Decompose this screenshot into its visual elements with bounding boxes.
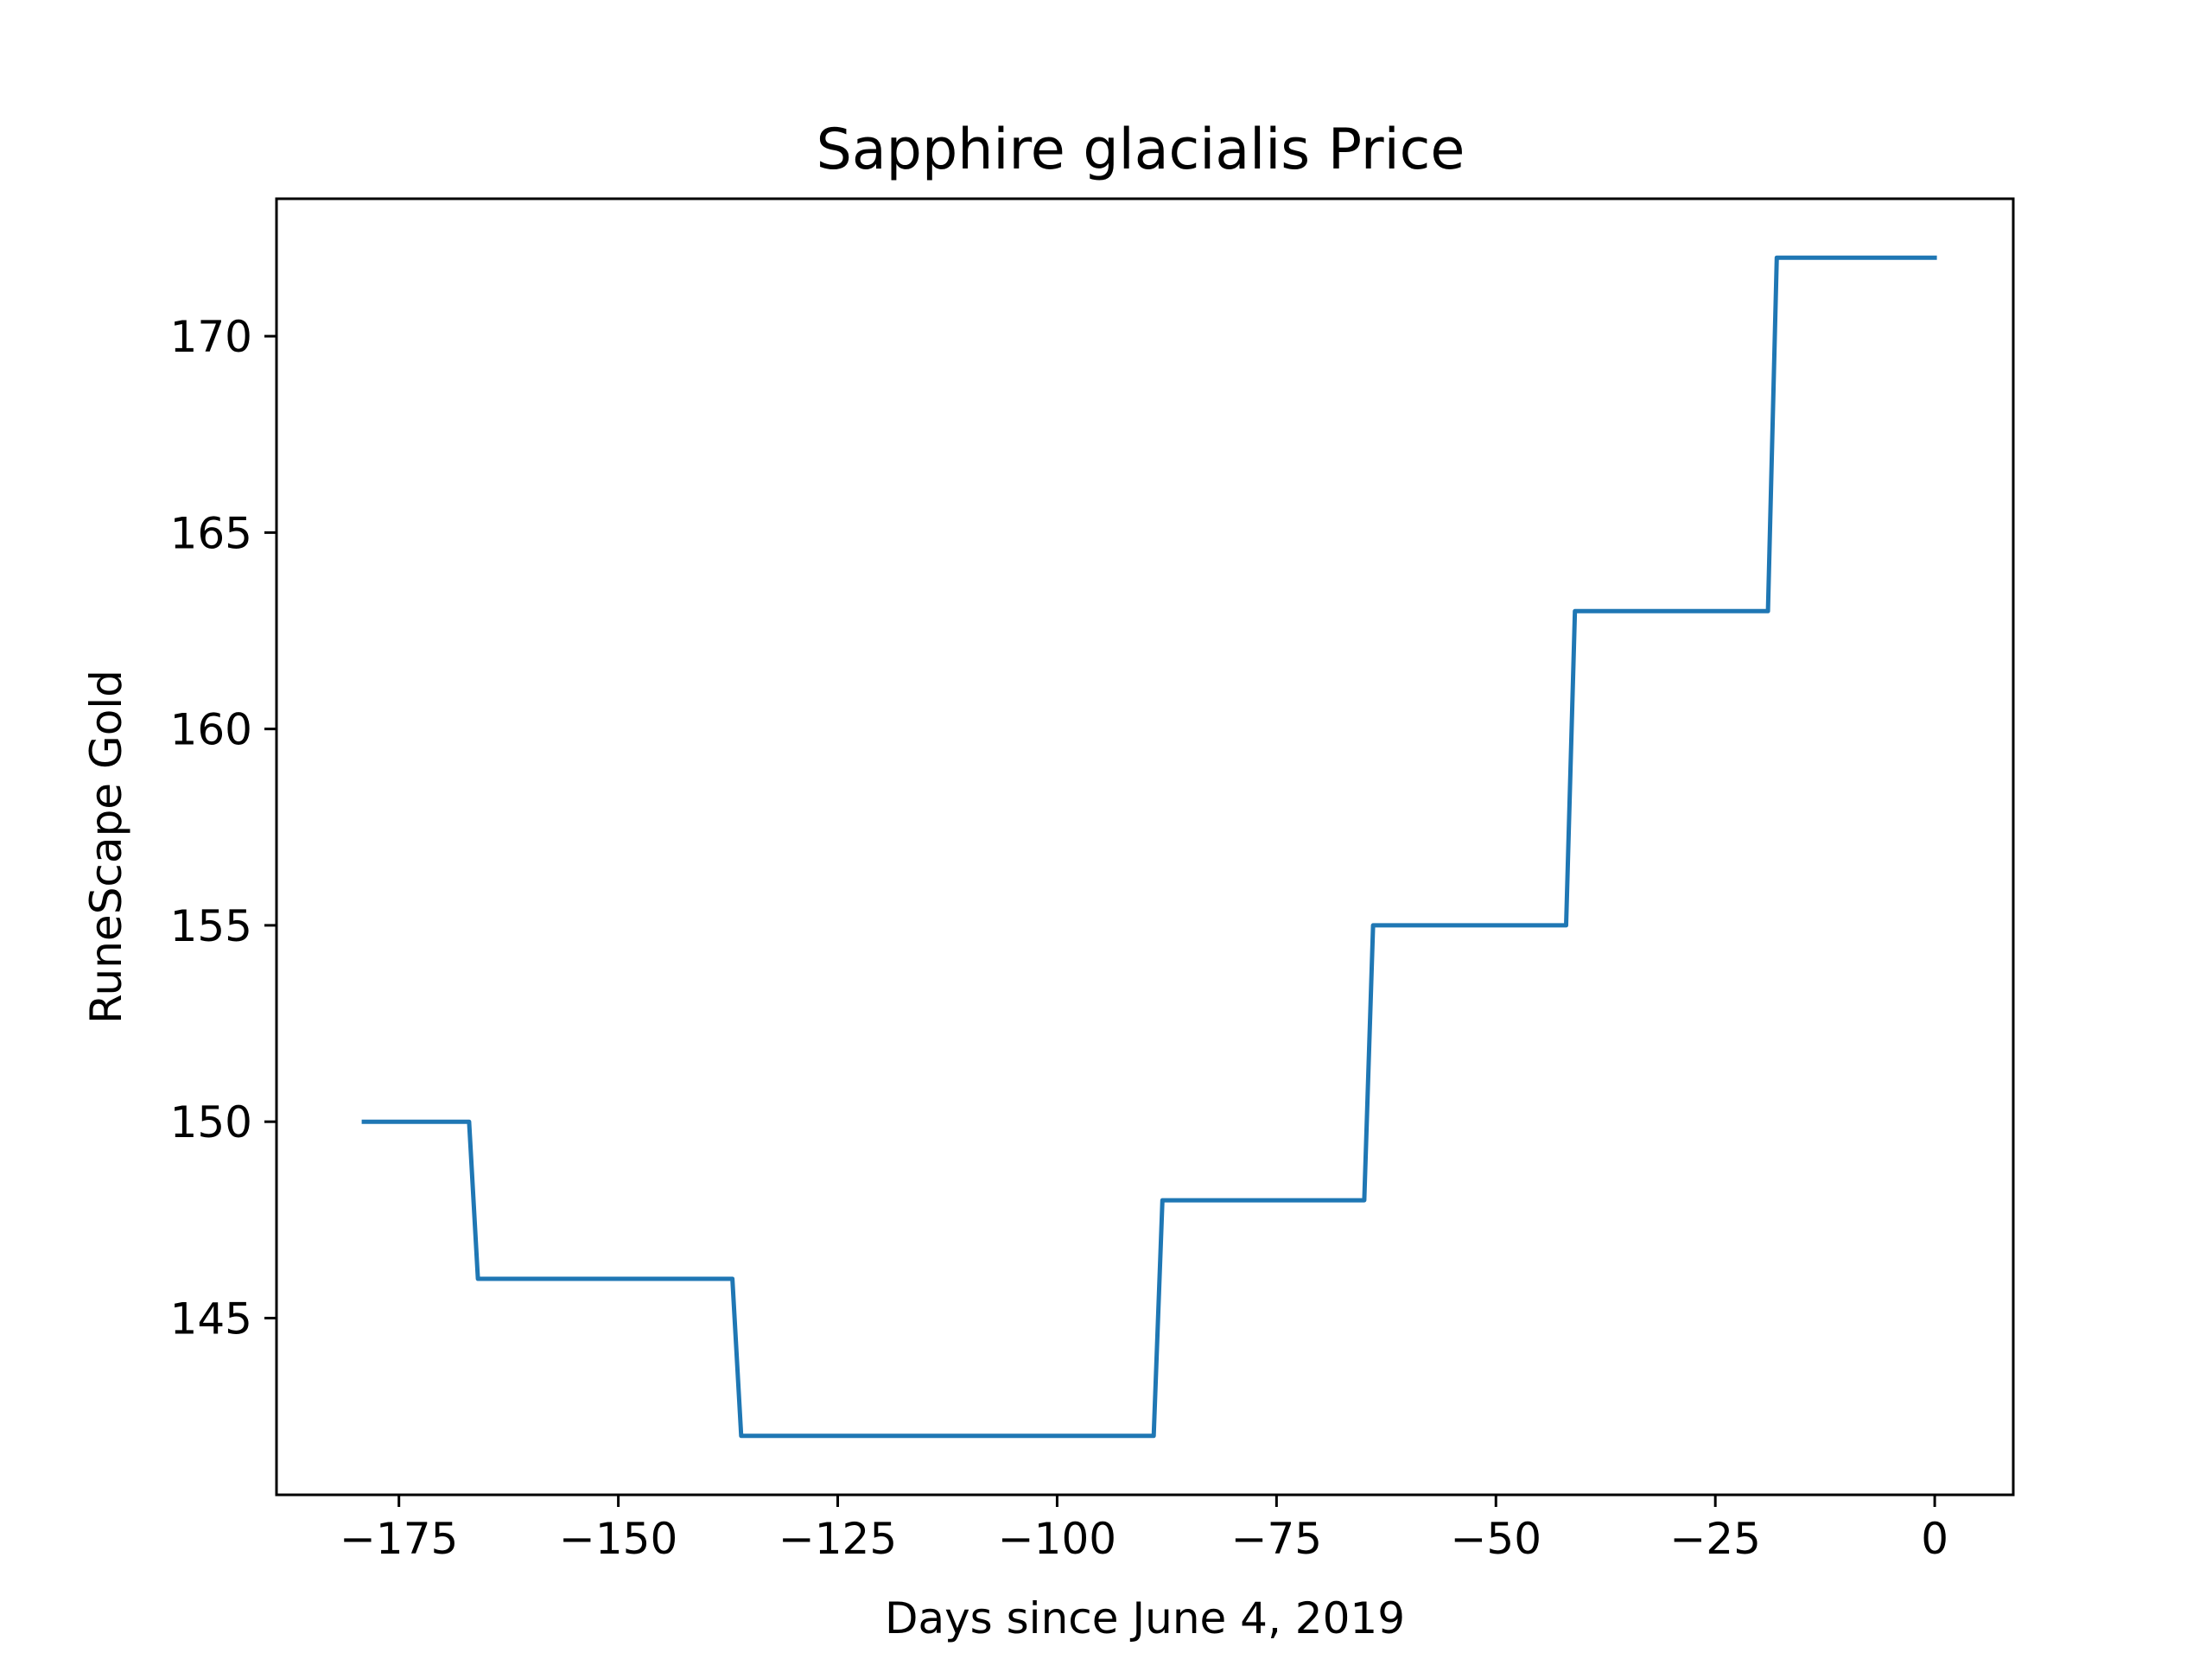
plot-frame (275, 197, 2015, 1497)
y-tick-label: 145 (170, 1294, 252, 1344)
y-tick-label: 150 (170, 1097, 252, 1147)
chart-title: Sapphire glacialis Price (817, 118, 1465, 182)
x-tick-label: −150 (559, 1514, 677, 1564)
x-tick-label: −50 (1451, 1514, 1542, 1564)
x-tick-label: −75 (1231, 1514, 1323, 1564)
x-tick-label: −175 (340, 1514, 458, 1564)
price-series-line (361, 255, 1937, 1439)
x-tick-label: −125 (779, 1514, 897, 1564)
y-axis-label: RuneScape Gold (81, 670, 131, 1024)
x-tick-label: 0 (1921, 1514, 1948, 1564)
ticks-layer: −175 −150 −125 −100 −75 −50 −25 0 145 150 155 160 16… (170, 312, 1948, 1564)
y-tick-label: 155 (170, 901, 252, 951)
y-tick-label: 165 (170, 508, 252, 558)
y-tick-label: 170 (170, 312, 252, 362)
y-tick-label: 160 (170, 705, 252, 755)
x-tick-label: −25 (1669, 1514, 1761, 1564)
plot-area (276, 199, 2013, 1495)
series-layer (361, 255, 1937, 1439)
x-axis-label: Days since June 4, 2019 (885, 1593, 1405, 1643)
x-tick-label: −100 (998, 1514, 1116, 1564)
